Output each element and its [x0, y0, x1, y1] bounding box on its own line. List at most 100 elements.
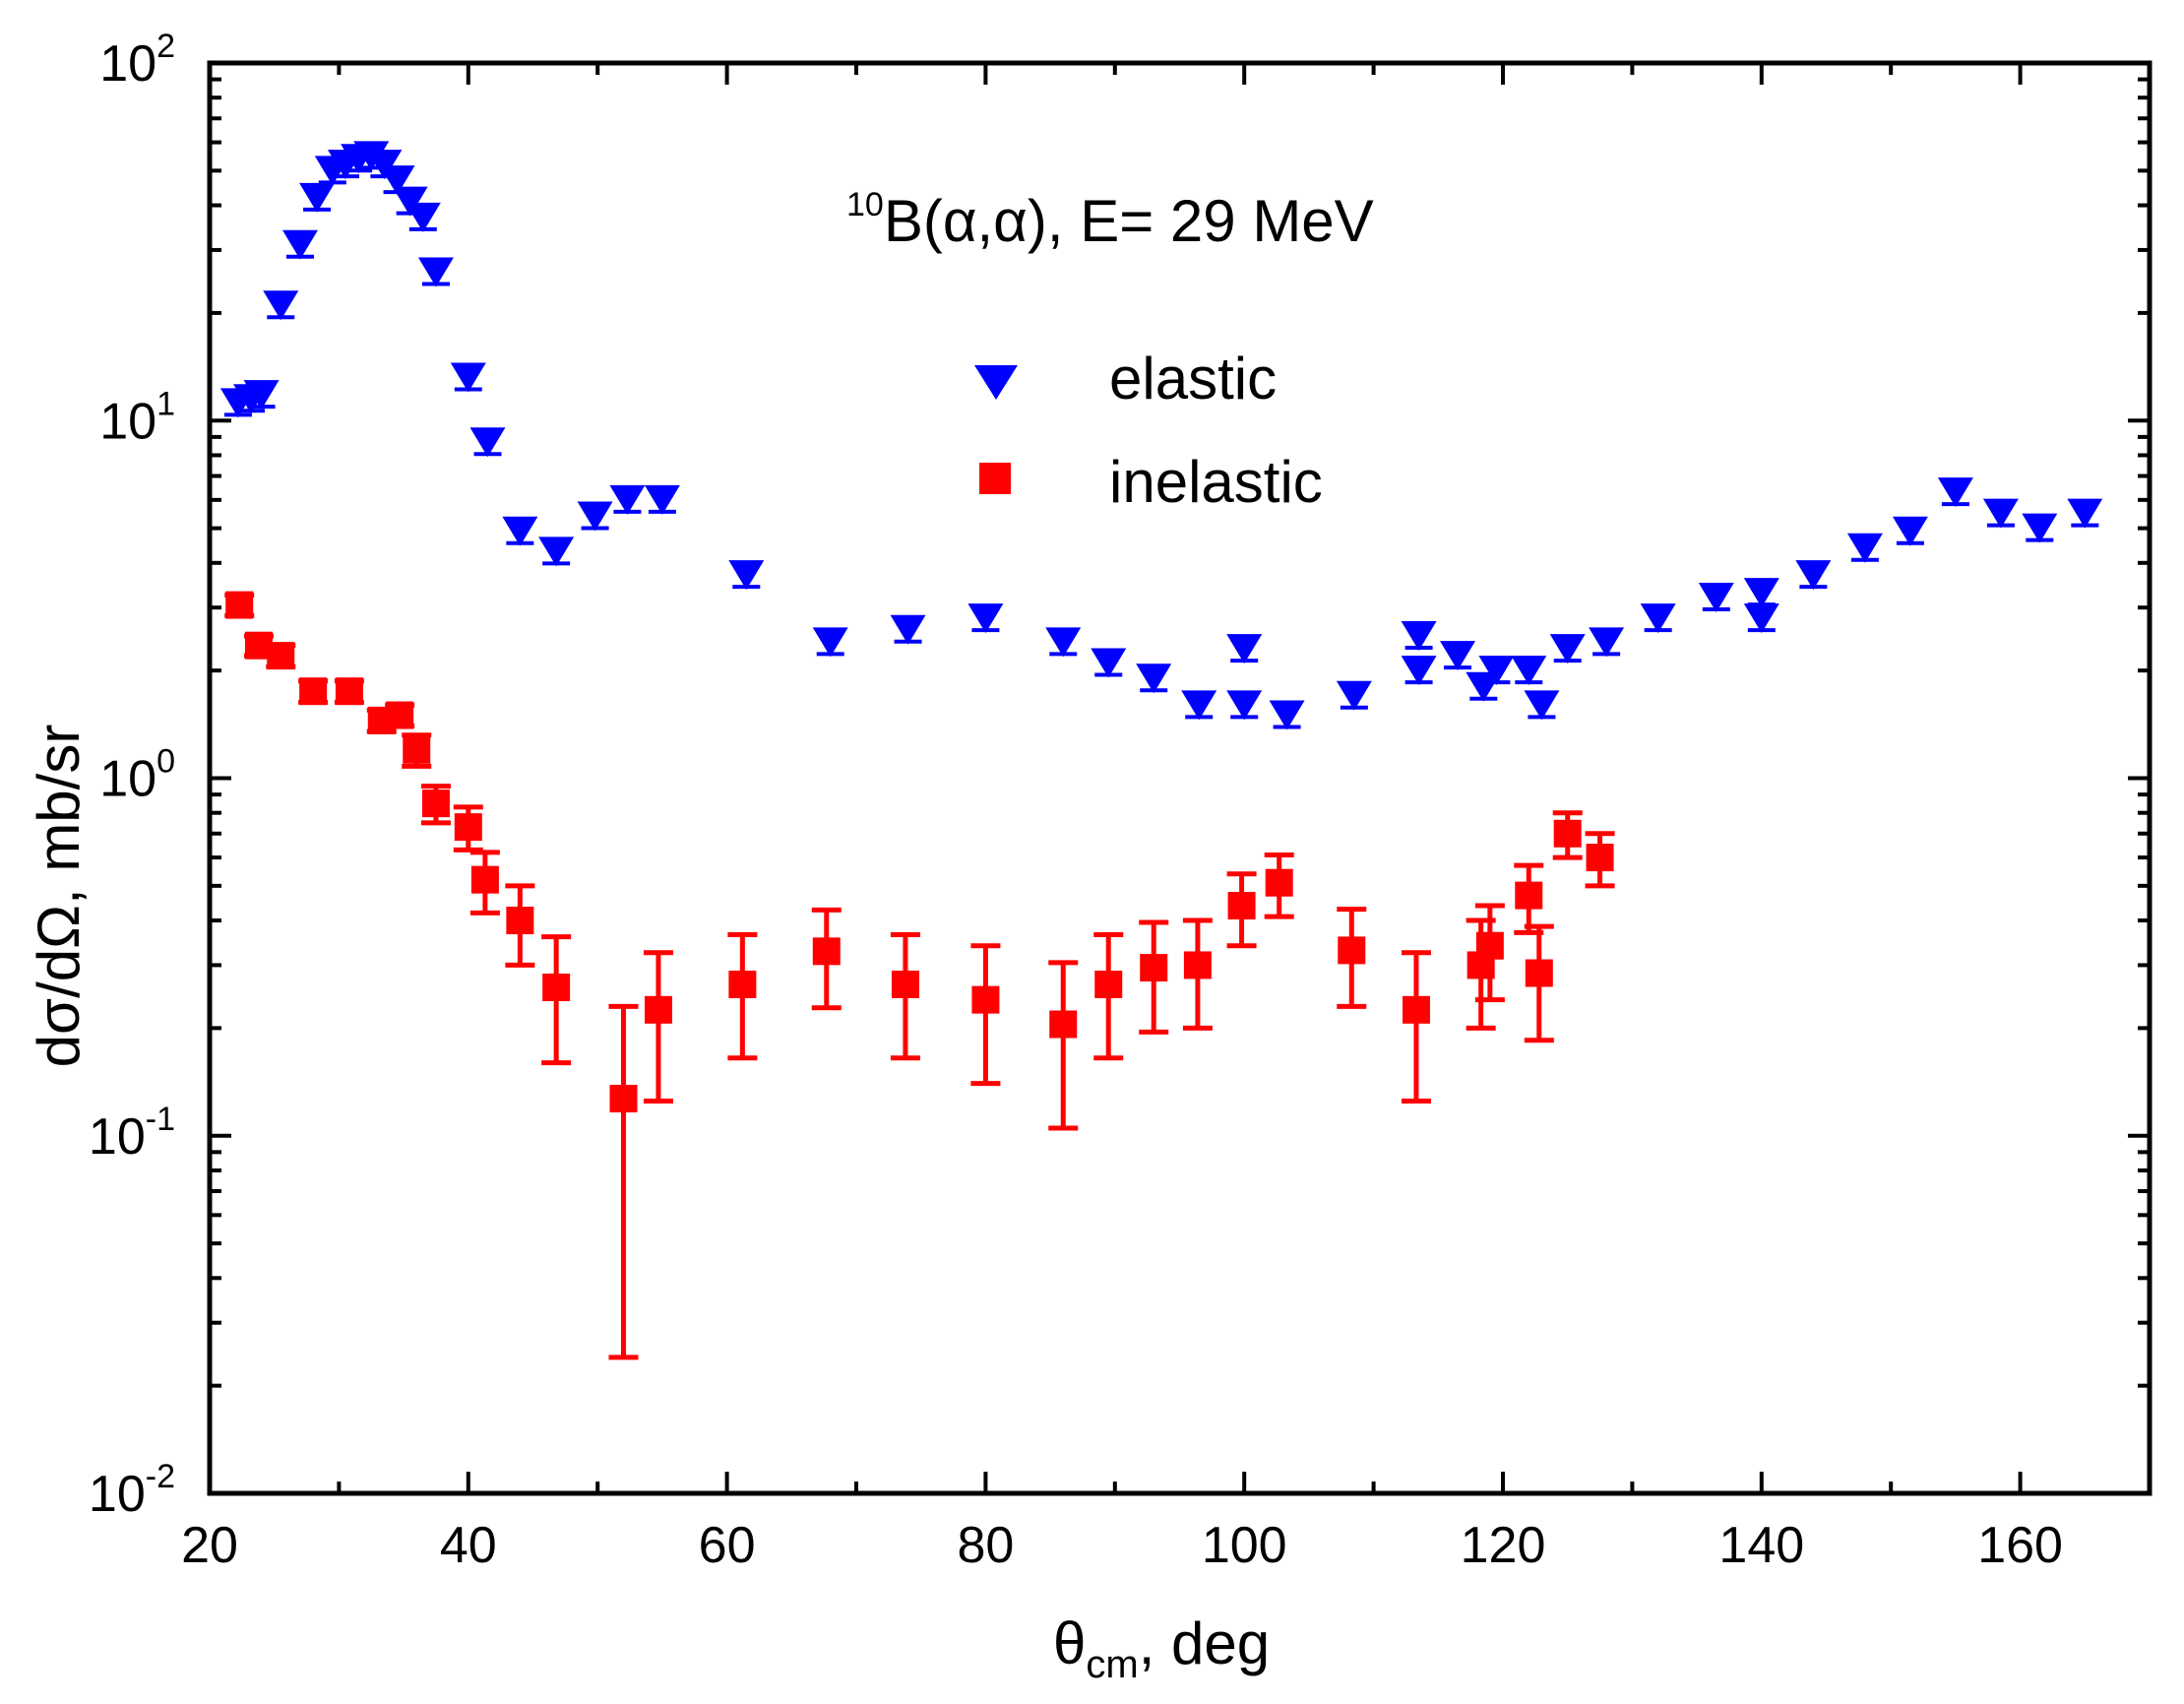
legend-marker-inelastic	[979, 463, 1011, 494]
data-point-inelastic	[971, 985, 1000, 1014]
plot-frame	[207, 60, 2153, 1496]
data-point-inelastic	[728, 971, 757, 999]
data-point-inelastic	[542, 974, 571, 1002]
data-point-elastic	[577, 501, 613, 532]
data-point-inelastic	[1525, 959, 1553, 987]
y-tick-exponent: 0	[156, 743, 175, 781]
data-point-inelastic	[470, 865, 499, 894]
data-point-elastic	[1478, 656, 1515, 686]
data-point-inelastic	[644, 995, 672, 1024]
y-tick-exponent: -2	[146, 1458, 175, 1495]
y-tick-label: 10-1	[89, 1101, 175, 1166]
data-point-elastic	[1743, 603, 1779, 634]
y-tick-exponent: -1	[146, 1101, 175, 1138]
legend-label-inelastic: inelastic	[1109, 449, 1323, 515]
data-point-elastic	[1892, 516, 1928, 546]
data-point-elastic	[1511, 656, 1547, 686]
y-tick-mantissa: 10	[99, 751, 156, 808]
data-point-elastic	[1336, 680, 1372, 711]
data-point-elastic	[1549, 634, 1586, 664]
data-point-inelastic	[609, 1085, 638, 1113]
data-point-elastic	[1226, 690, 1263, 721]
y-tick-label: 102	[99, 28, 175, 93]
data-point-elastic	[299, 182, 336, 213]
x-axis-title: θcm, deg	[1053, 1610, 1270, 1686]
data-point-inelastic	[506, 907, 534, 935]
data-point-elastic	[2067, 498, 2103, 529]
data-point-elastic	[1982, 498, 2019, 529]
data-point-inelastic	[1338, 936, 1366, 965]
data-point-elastic	[812, 627, 848, 658]
data-point-elastic	[1045, 627, 1082, 658]
data-point-inelastic	[386, 701, 414, 729]
data-point-elastic	[1466, 671, 1502, 702]
y-tick-mantissa: 10	[89, 1466, 146, 1523]
data-point-elastic	[538, 536, 575, 567]
data-point-elastic	[281, 229, 318, 260]
data-point-elastic	[450, 362, 486, 393]
data-point-elastic	[2022, 513, 2058, 543]
data-point-inelastic	[335, 677, 363, 706]
x-tick-label: 100	[1202, 1517, 1287, 1574]
data-point-inelastic	[1265, 868, 1293, 897]
x-tick-label: 60	[699, 1517, 756, 1574]
annotation-text: B(α,α), E= 29 MeV	[884, 188, 1374, 254]
data-point-elastic	[1269, 700, 1305, 730]
x-tick-label: 160	[1977, 1517, 2063, 1574]
data-point-elastic	[1846, 533, 1883, 563]
legend: elastic inelastic	[974, 346, 1323, 515]
data-point-elastic	[1181, 690, 1217, 721]
data-point-elastic	[417, 257, 454, 287]
data-point-elastic	[728, 560, 765, 591]
data-point-elastic	[1795, 560, 1832, 591]
data-point-inelastic	[1586, 844, 1614, 872]
data-point-elastic	[1091, 648, 1127, 678]
data-point-inelastic	[1140, 954, 1168, 982]
data-point-inelastic	[403, 735, 431, 764]
data-point-inelastic	[812, 937, 841, 966]
data-point-elastic	[392, 186, 428, 217]
x-tick-label: 80	[957, 1517, 1014, 1574]
data-point-elastic	[967, 603, 1004, 634]
x-axis-title-rest: , deg	[1139, 1610, 1270, 1676]
data-point-elastic	[644, 484, 680, 515]
data-point-inelastic	[1049, 1010, 1078, 1039]
data-point-elastic	[1937, 477, 1973, 508]
y-tick-mantissa: 10	[89, 1108, 146, 1166]
data-point-elastic	[379, 165, 415, 196]
data-point-elastic	[502, 516, 538, 546]
x-tick-label: 20	[181, 1517, 238, 1574]
data-point-inelastic	[267, 642, 295, 670]
data-point-inelastic	[454, 813, 482, 842]
y-tick-mantissa: 10	[99, 35, 156, 93]
x-tick-label: 140	[1718, 1517, 1804, 1574]
data-point-inelastic	[225, 591, 254, 619]
data-point-inelastic	[1227, 892, 1256, 920]
data-point-inelastic	[1553, 819, 1582, 848]
data-point-inelastic	[421, 789, 450, 818]
y-tick-exponent: 2	[156, 28, 175, 65]
data-point-elastic	[405, 202, 441, 232]
y-tick-label: 100	[99, 743, 175, 808]
data-point-elastic	[609, 484, 646, 515]
legend-label-elastic: elastic	[1109, 346, 1277, 411]
data-point-elastic	[1440, 641, 1476, 671]
data-point-elastic	[1136, 663, 1172, 694]
data-point-inelastic	[1515, 881, 1543, 910]
data-point-elastic	[1401, 620, 1437, 651]
data-points	[219, 141, 2103, 1113]
data-point-elastic	[1401, 656, 1437, 686]
data-point-elastic	[366, 150, 403, 180]
data-point-elastic	[1226, 634, 1263, 664]
data-point-elastic	[1524, 690, 1560, 721]
data-point-elastic	[1743, 578, 1779, 608]
data-point-elastic	[1589, 627, 1625, 658]
data-point-inelastic	[299, 677, 328, 706]
annotation-title: 10B(α,α), E= 29 MeV	[846, 186, 1374, 254]
data-point-elastic	[243, 380, 280, 410]
data-point-inelastic	[1183, 951, 1212, 979]
data-point-inelastic	[1475, 931, 1504, 960]
